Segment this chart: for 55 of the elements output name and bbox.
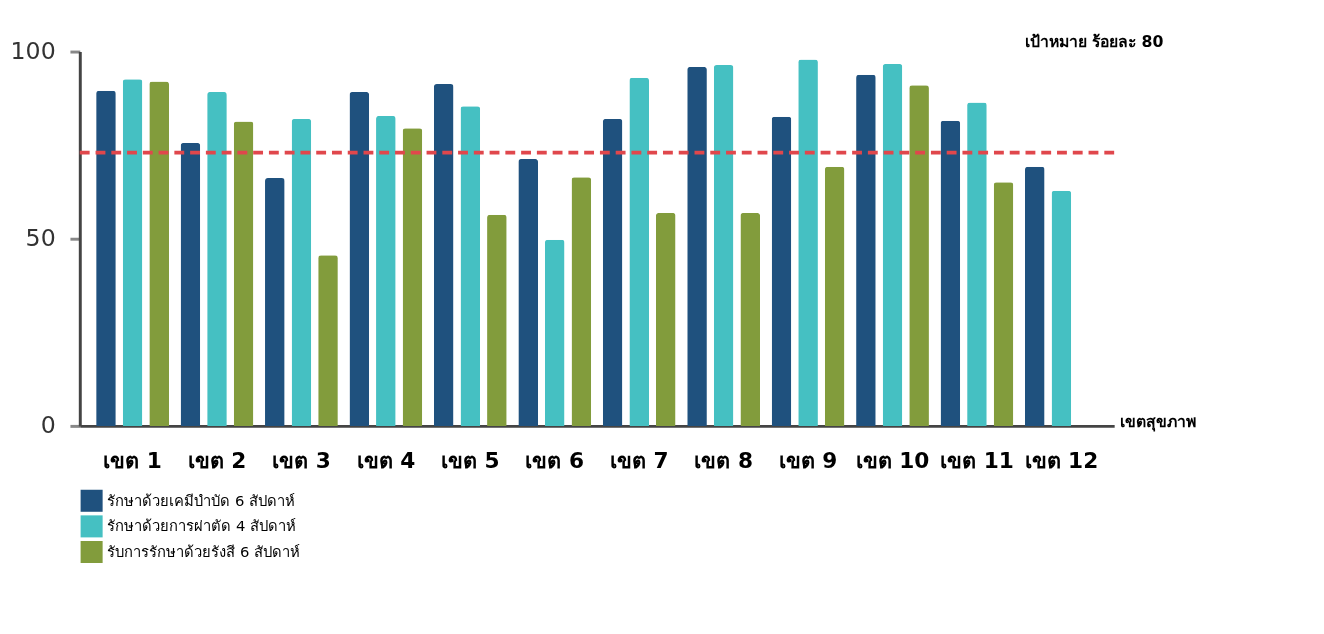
x-tick-label: เขต 6	[525, 447, 585, 473]
bar	[856, 74, 876, 426]
bar	[96, 90, 116, 426]
bar	[798, 59, 818, 426]
bar	[655, 212, 676, 426]
bar	[207, 91, 227, 426]
bar	[1024, 166, 1045, 426]
x-tick-label: เขต 3	[272, 447, 331, 473]
bar	[233, 121, 254, 426]
x-axis-title: เขตสุขภาพ	[1119, 412, 1196, 433]
bar	[318, 255, 338, 426]
bar	[122, 79, 143, 426]
bar	[1051, 190, 1072, 426]
bar	[909, 85, 929, 426]
bar	[740, 212, 761, 426]
y-tick-label: 0	[40, 411, 56, 440]
x-tick-label: เขต 5	[441, 447, 500, 473]
bar	[824, 166, 845, 426]
bar	[265, 178, 285, 426]
bar	[629, 77, 650, 426]
bar	[771, 116, 792, 426]
text: เป้าหมาย ร้อยละ 80	[1024, 31, 1164, 51]
x-tick-label: เขต 8	[694, 447, 753, 473]
bar	[149, 81, 169, 426]
bar	[433, 84, 454, 426]
bar	[993, 182, 1014, 426]
x-tick-label: เขต 4	[356, 447, 416, 473]
bar	[518, 158, 539, 426]
bar	[882, 63, 903, 426]
bar	[402, 128, 423, 426]
bar	[349, 91, 370, 426]
x-tick-label: เขต 1	[103, 447, 162, 473]
x-tick-label: เขต 12	[1024, 447, 1099, 473]
bar	[487, 214, 507, 426]
bar	[967, 102, 987, 426]
bar	[180, 142, 201, 426]
bar	[713, 65, 734, 426]
y-tick-label: 50	[25, 224, 56, 253]
bar	[544, 239, 565, 426]
bar	[376, 115, 396, 426]
legend-label: รับการรักษาด้วยรังสี 6 สัปดาห์	[107, 542, 301, 560]
bar	[460, 106, 481, 426]
bar	[571, 177, 592, 426]
bar	[940, 120, 961, 426]
x-tick-label: เขต 11	[940, 447, 1014, 473]
legend-label: รักษาด้วยการผ่าตัด 4 สัปดาห์	[107, 517, 297, 535]
x-tick-label: เขต 7	[609, 447, 669, 473]
x-tick-label: เขต 2	[187, 447, 247, 473]
y-tick-label: 100	[10, 36, 56, 65]
bar	[602, 118, 623, 426]
bar	[291, 118, 312, 426]
x-tick-label: เขต 9	[778, 447, 838, 473]
x-tick-label: เขต 10	[855, 447, 930, 473]
legend-label: รักษาด้วยเคมีบำบัด 6 สัปดาห์	[107, 491, 296, 509]
bar	[687, 66, 707, 426]
